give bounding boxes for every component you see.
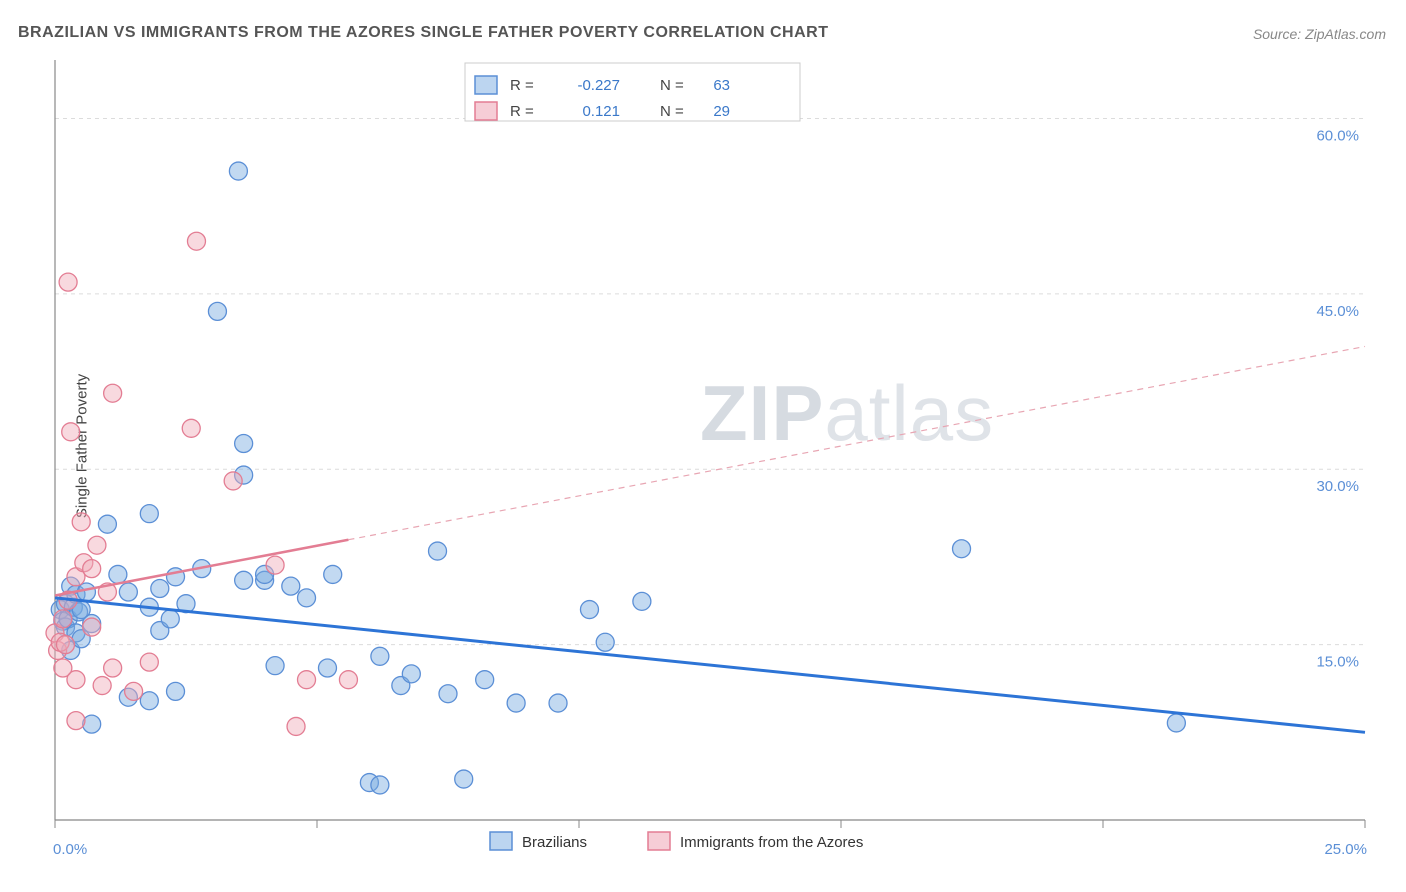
brazilians-point: [549, 694, 567, 712]
brazilians-point: [633, 592, 651, 610]
azores-point: [67, 712, 85, 730]
azores-point: [224, 472, 242, 490]
azores-point: [83, 560, 101, 578]
brazilians-point: [1167, 714, 1185, 732]
azores-point: [62, 423, 80, 441]
legend-n-value: 29: [713, 103, 730, 120]
legend-r-value: -0.227: [577, 77, 620, 94]
legend-swatch: [475, 76, 497, 94]
azores-point: [182, 419, 200, 437]
azores-point: [140, 653, 158, 671]
brazilians-point: [208, 302, 226, 320]
legend-n-label: N =: [660, 77, 684, 94]
bottom-legend-label: Immigrants from the Azores: [680, 834, 863, 851]
azores-point: [83, 618, 101, 636]
legend-n-value: 63: [713, 77, 730, 94]
brazilians-point: [83, 715, 101, 733]
azores-point: [54, 610, 72, 628]
brazilians-point: [596, 633, 614, 651]
brazilians-point: [151, 579, 169, 597]
brazilians-point: [140, 692, 158, 710]
legend-swatch: [475, 102, 497, 120]
brazilians-point: [324, 565, 342, 583]
brazilians-point: [229, 162, 247, 180]
watermark: ZIPatlas: [700, 369, 994, 457]
brazilians-point: [140, 505, 158, 523]
azores-point: [104, 384, 122, 402]
azores-point: [298, 671, 316, 689]
y-tick-label: 15.0%: [1316, 654, 1359, 671]
brazilians-point: [371, 776, 389, 794]
brazilians-point: [429, 542, 447, 560]
brazilians-point: [167, 682, 185, 700]
y-tick-label: 60.0%: [1316, 127, 1359, 144]
azores-point: [59, 273, 77, 291]
brazilians-point: [298, 589, 316, 607]
azores-point: [125, 682, 143, 700]
azores-point: [287, 717, 305, 735]
brazilians-point: [439, 685, 457, 703]
bottom-legend-label: Brazilians: [522, 834, 587, 851]
bottom-legend-swatch: [490, 832, 512, 850]
brazilians-point: [476, 671, 494, 689]
azores-point: [72, 513, 90, 531]
bottom-legend-swatch: [648, 832, 670, 850]
brazilians-point: [266, 657, 284, 675]
legend-n-label: N =: [660, 103, 684, 120]
y-tick-label: 30.0%: [1316, 478, 1359, 495]
brazilians-point: [109, 565, 127, 583]
brazilians-point: [318, 659, 336, 677]
azores-point: [266, 556, 284, 574]
azores-point: [93, 677, 111, 695]
azores-point: [56, 636, 74, 654]
brazilians-point: [161, 610, 179, 628]
correlation-scatter-chart: ZIPatlas 15.0% 30.0% 45.0% 60.0% 0.0% 25.0% R =…: [0, 0, 1406, 892]
azores-point: [187, 232, 205, 250]
brazilians-point: [580, 601, 598, 619]
legend-r-label: R =: [510, 77, 534, 94]
brazilians-point: [953, 540, 971, 558]
legend-r-value: 0.121: [582, 103, 620, 120]
azores-point: [104, 659, 122, 677]
legend-r-label: R =: [510, 103, 534, 120]
brazilians-point: [98, 515, 116, 533]
brazilians-point: [282, 577, 300, 595]
brazilians-point: [119, 583, 137, 601]
brazilians-point: [235, 435, 253, 453]
trend-line-brazilians: [55, 598, 1365, 732]
azores-point: [67, 671, 85, 689]
azores-point: [339, 671, 357, 689]
brazilians-point: [371, 647, 389, 665]
brazilians-point: [507, 694, 525, 712]
brazilians-point: [455, 770, 473, 788]
x-tick-label: 25.0%: [1324, 841, 1367, 858]
y-tick-label: 45.0%: [1316, 303, 1359, 320]
azores-point: [88, 536, 106, 554]
brazilians-point: [235, 571, 253, 589]
brazilians-point: [402, 665, 420, 683]
x-tick-label: 0.0%: [53, 841, 87, 858]
